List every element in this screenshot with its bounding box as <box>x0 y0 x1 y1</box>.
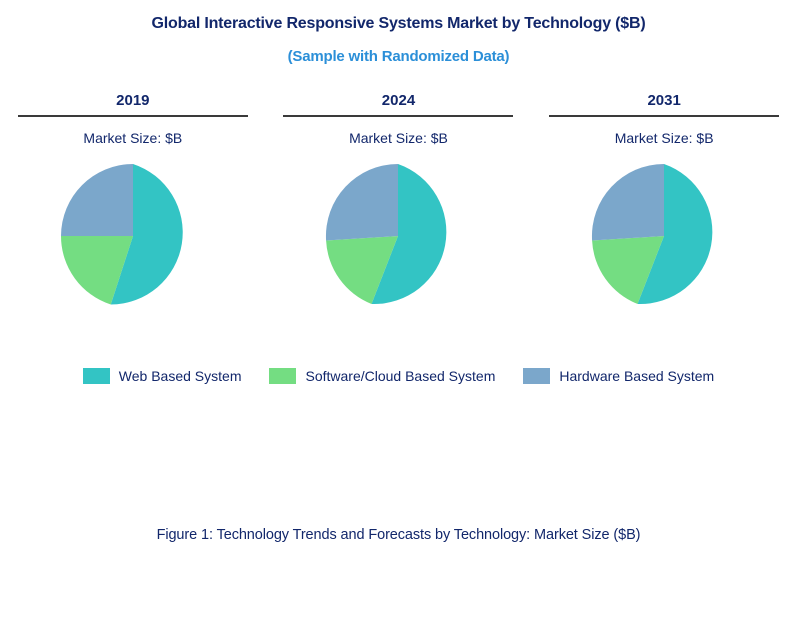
pie-slice-hardware-based-system <box>60 164 133 236</box>
legend-item-hardware-based-system: Hardware Based System <box>523 368 714 384</box>
legend-swatch-software-cloud-based-system <box>269 368 297 384</box>
pie-slice-web-based-system <box>371 164 447 305</box>
pie-chart-2024-svg <box>326 163 447 305</box>
chart-header: Global Interactive Responsive Systems Ma… <box>0 0 797 67</box>
column-year-label: 2019 <box>116 92 150 109</box>
column-market-size-label: Market Size: $B <box>83 130 183 146</box>
page-subtitle: (Sample with Randomized Data) <box>287 48 510 65</box>
pie-chart-2019-svg <box>60 164 183 305</box>
column-market-size-label: Market Size: $B <box>349 130 448 146</box>
pie-slice-web-based-system <box>637 164 713 305</box>
legend-swatch-hardware-based-system <box>523 368 551 384</box>
column-divider <box>549 115 780 117</box>
pie-slice-hardware-based-system <box>592 163 665 241</box>
legend-item-web-based-system: Web Based System <box>82 368 242 384</box>
page-title: Global Interactive Responsive Systems Ma… <box>151 15 646 32</box>
pie-chart-2031-svg <box>592 163 713 305</box>
legend-label-hardware-based-system: Hardware Based System <box>559 368 715 384</box>
legend-label-web-based-system: Web Based System <box>118 368 242 384</box>
figure-caption: Figure 1: Technology Trends and Forecast… <box>156 527 641 543</box>
column-2031: 2031 Market Size: $B <box>531 92 797 309</box>
pie-slice-software-cloud-based-system <box>326 236 399 304</box>
legend-item-software-cloud-based-system: Software/Cloud Based System <box>269 368 495 384</box>
column-year-label: 2024 <box>381 92 416 109</box>
legend-label-software-cloud-based-system: Software/Cloud Based System <box>305 368 496 384</box>
pie-slice-web-based-system <box>110 164 183 305</box>
chart-legend: Web Based System Software/Cloud Based Sy… <box>0 368 797 384</box>
column-2024: 2024 Market Size: $B <box>266 92 532 309</box>
legend-swatch-web-based-system <box>82 368 110 384</box>
column-divider <box>283 115 514 117</box>
column-market-size-label: Market Size: $B <box>614 130 714 146</box>
pie-slice-software-cloud-based-system <box>592 236 665 304</box>
pie-columns: 2019 Market Size: $B 2024 Market Size: $… <box>0 92 797 309</box>
column-year-label: 2031 <box>647 92 681 109</box>
pie-chart-2024 <box>325 163 471 309</box>
column-2019: 2019 Market Size: $B <box>0 92 266 309</box>
pie-chart-2019 <box>60 163 206 309</box>
pie-slice-hardware-based-system <box>326 163 399 241</box>
pie-slice-software-cloud-based-system <box>60 236 133 305</box>
column-divider <box>17 115 248 117</box>
pie-chart-2031 <box>591 163 737 309</box>
